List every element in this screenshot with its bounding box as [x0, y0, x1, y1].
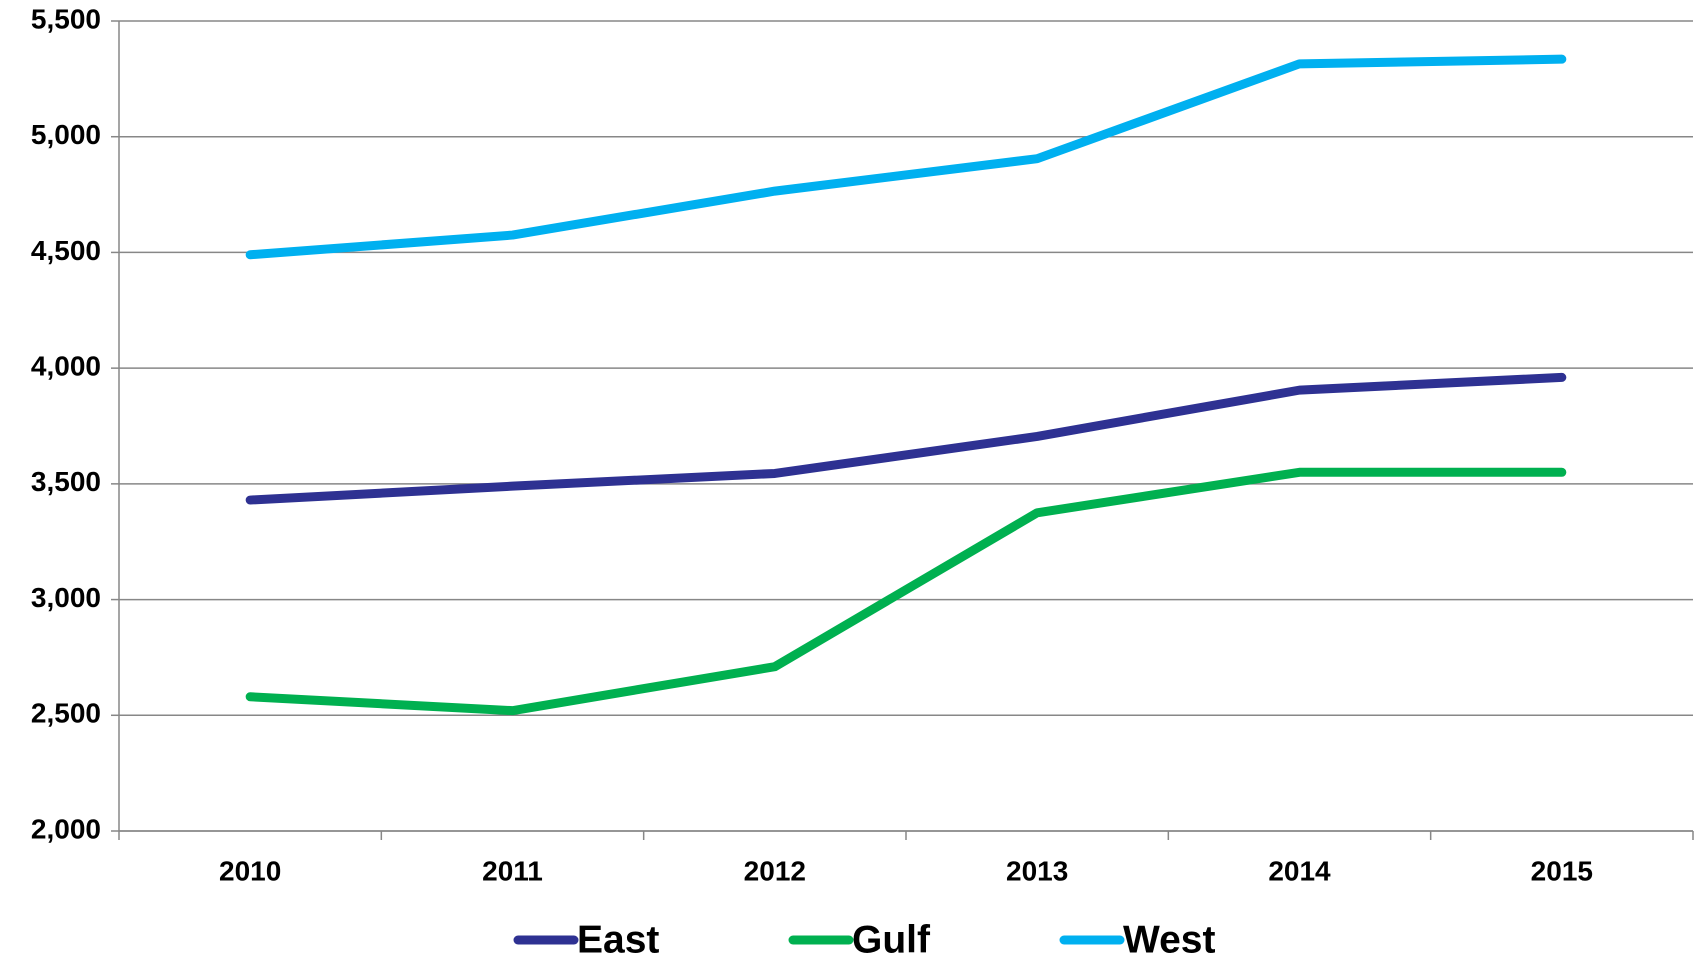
- y-tick-label: 4,500: [31, 235, 101, 266]
- legend-label: Gulf: [852, 918, 931, 961]
- x-tick-label: 2011: [482, 855, 543, 886]
- legend-label: East: [577, 918, 659, 961]
- x-tick-label: 2010: [219, 855, 281, 886]
- series-line: [245, 54, 1567, 260]
- y-tick-label: 5,000: [31, 119, 101, 150]
- x-tick-label: 2013: [1006, 855, 1068, 886]
- legend-label: West: [1123, 918, 1215, 961]
- y-tick-label: 5,500: [31, 3, 101, 34]
- y-tick-label: 2,500: [31, 698, 101, 729]
- series-line: [245, 467, 1567, 716]
- x-tick-label: 2014: [1268, 855, 1331, 886]
- y-tick-label: 4,000: [31, 351, 101, 382]
- series-line: [245, 372, 1567, 505]
- y-tick-label: 3,000: [31, 582, 101, 613]
- y-tick-label: 3,500: [31, 466, 101, 497]
- x-tick-label: 2015: [1531, 855, 1593, 886]
- y-tick-label: 2,000: [31, 813, 101, 844]
- x-tick-label: 2012: [744, 855, 806, 886]
